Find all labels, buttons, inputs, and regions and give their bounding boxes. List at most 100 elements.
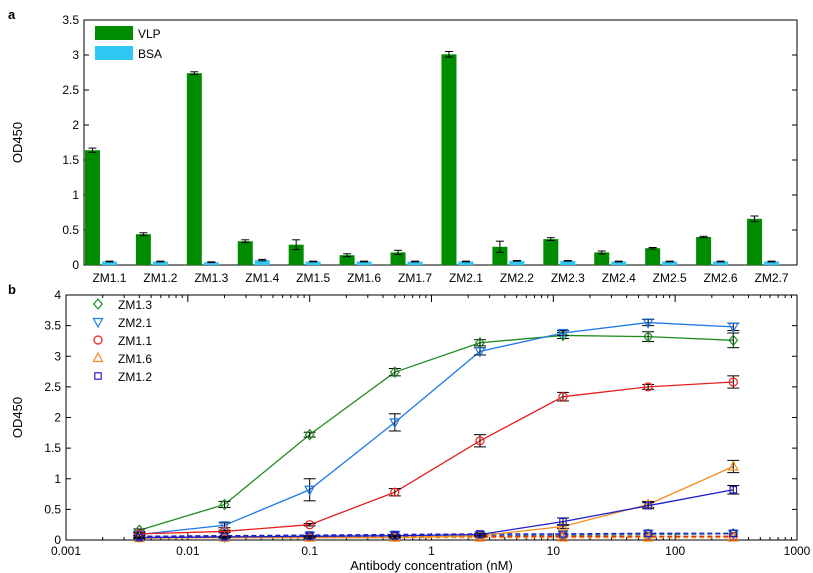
y-tick-label: 2 xyxy=(54,411,61,425)
plot-frame xyxy=(83,19,798,266)
y-tick-label: 3 xyxy=(54,349,61,363)
series-line xyxy=(139,334,734,531)
y-tick-label: 3.5 xyxy=(62,13,79,27)
x-tick-label: ZM2.5 xyxy=(653,271,687,285)
square-marker xyxy=(94,372,102,380)
y-tick-label: 0.5 xyxy=(44,502,61,516)
diamond-marker xyxy=(304,428,315,441)
legend-label: ZM1.1 xyxy=(118,334,152,348)
bar xyxy=(611,261,627,265)
y-tick-label: 1.5 xyxy=(62,153,79,167)
square-marker xyxy=(559,530,567,538)
square-marker xyxy=(305,532,314,541)
square-marker xyxy=(644,529,652,538)
bar xyxy=(543,239,559,265)
y-tick-label: 2.5 xyxy=(62,83,79,97)
circle-marker xyxy=(93,335,103,345)
legend-swatch xyxy=(95,46,133,60)
y-tick-label: 2 xyxy=(72,118,79,132)
bar xyxy=(492,246,508,265)
bar xyxy=(254,260,270,265)
y-axis-label: OD450 xyxy=(10,122,25,163)
x-tick-label: ZM1.4 xyxy=(245,271,279,285)
bar xyxy=(764,261,780,265)
bar xyxy=(645,248,661,265)
bar xyxy=(305,261,321,265)
triangle-down-marker xyxy=(92,317,104,329)
x-tick-label: ZM1.2 xyxy=(143,271,177,285)
bar xyxy=(203,262,219,265)
y-tick-label: 2.5 xyxy=(44,380,61,394)
bar xyxy=(339,255,355,265)
bar xyxy=(509,260,525,265)
legend-label: BSA xyxy=(138,47,162,61)
x-tick-label: ZM1.6 xyxy=(347,271,381,285)
legend-swatch xyxy=(95,26,133,40)
series-line xyxy=(139,321,734,536)
x-tick-label: 0.1 xyxy=(301,544,318,558)
square-marker xyxy=(559,517,567,526)
y-tick-label: 1.5 xyxy=(44,441,61,455)
bar xyxy=(356,261,372,265)
legend-label: ZM1.6 xyxy=(118,352,152,366)
panel-a-label: a xyxy=(8,7,16,22)
circle-marker xyxy=(643,382,653,392)
circle-marker xyxy=(219,526,230,537)
triangle-down-marker xyxy=(474,347,486,358)
control-line xyxy=(139,532,734,537)
x-tick-label: 0.01 xyxy=(176,544,200,558)
x-tick-label: ZM1.3 xyxy=(194,271,228,285)
series-line xyxy=(139,489,734,539)
bar xyxy=(458,261,474,265)
x-tick-label: ZM2.7 xyxy=(755,271,789,285)
bar xyxy=(135,234,151,265)
x-tick-label: 100 xyxy=(665,544,685,558)
y-tick-label: 3.5 xyxy=(44,319,61,333)
diamond-marker xyxy=(389,366,400,379)
triangle-down-marker xyxy=(727,322,739,334)
square-marker xyxy=(220,533,229,541)
square-marker xyxy=(391,531,399,540)
line-chart: 0 0.5 1 1.5 2 2.5 3 3.5 4 0.001 0.01 0.1 1 10 100 1000 A… xyxy=(10,288,811,573)
triangle-up-marker xyxy=(92,351,104,363)
x-tick-label: ZM1.1 xyxy=(92,271,126,285)
y-tick-label: 0 xyxy=(54,533,61,547)
bar xyxy=(237,241,253,265)
triangle-down-marker xyxy=(389,418,401,429)
x-tick-label: 0.001 xyxy=(51,544,81,558)
y-axis-label: OD450 xyxy=(10,397,25,438)
panel-b-label: b xyxy=(8,282,16,297)
legend-label: ZM2.1 xyxy=(118,316,152,330)
triangle-up-marker xyxy=(727,460,739,471)
bar xyxy=(101,261,117,265)
bar xyxy=(713,261,729,265)
diamond-marker xyxy=(728,334,739,347)
x-axis-label: Antibody concentration (nM) xyxy=(350,558,513,573)
plot-frame xyxy=(65,294,798,541)
x-tick-label: 10 xyxy=(547,544,561,558)
y-tick-label: 3 xyxy=(72,48,79,62)
bar xyxy=(84,150,100,265)
bar xyxy=(594,252,610,265)
circle-marker xyxy=(475,436,485,446)
legend-label: ZM1.2 xyxy=(118,370,152,384)
y-tick-label: 0 xyxy=(72,258,79,272)
triangle-down-marker xyxy=(642,318,654,329)
legend-label: VLP xyxy=(138,27,161,41)
circle-marker xyxy=(558,392,568,402)
x-tick-label: ZM1.7 xyxy=(398,271,432,285)
bar-chart: 0 0.5 1 1.5 2 2.5 3 3.5 ZM1.1 ZM1.2 ZM1.3 ZM1.4 ZM1.… xyxy=(10,13,798,285)
bar xyxy=(407,261,423,265)
square-marker xyxy=(729,485,738,494)
bar xyxy=(747,218,763,265)
square-marker xyxy=(644,501,652,510)
square-marker xyxy=(476,530,484,539)
diamond-marker xyxy=(93,298,103,310)
bar xyxy=(152,261,168,265)
triangle-down-marker xyxy=(557,328,569,340)
bar xyxy=(696,237,712,265)
y-tick-label: 0.5 xyxy=(62,223,79,237)
bar xyxy=(186,73,202,265)
square-marker xyxy=(729,529,738,538)
bar xyxy=(662,261,678,265)
